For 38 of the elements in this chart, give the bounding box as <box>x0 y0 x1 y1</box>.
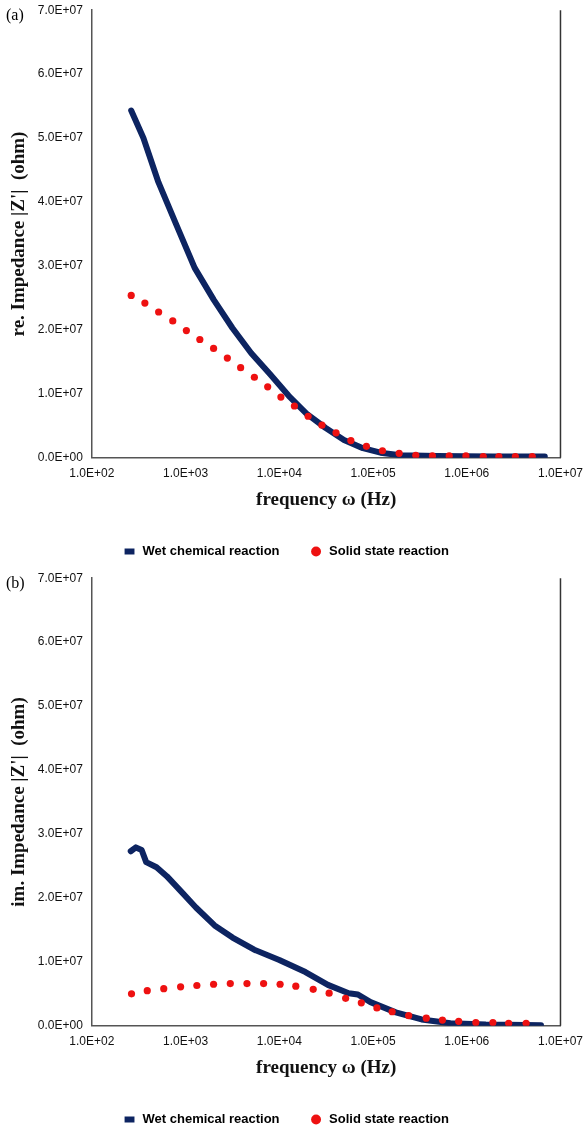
legend-label: Solid state reaction <box>329 1111 450 1127</box>
x-axis-title: frequency ω (Hz) <box>256 487 397 510</box>
x-tick-label: 1.0E+05 <box>350 466 396 481</box>
y-tick-label: 0.0E+00 <box>37 1018 84 1033</box>
y-axis-title: re. Impedance |Z'| (ohm) <box>7 131 30 337</box>
legend-label: Wet chemical reaction <box>142 543 280 559</box>
x-tick-label: 1.0E+03 <box>163 466 209 481</box>
y-tick-label: 5.0E+07 <box>37 130 84 145</box>
y-tick-label: 3.0E+07 <box>37 826 84 841</box>
x-tick-label: 1.0E+05 <box>350 1034 396 1049</box>
y-tick-label: 3.0E+07 <box>37 258 84 273</box>
y-tick-label: 0.0E+00 <box>37 450 84 465</box>
x-tick-label: 1.0E+02 <box>69 1034 115 1049</box>
y-tick-label: 1.0E+07 <box>37 386 84 401</box>
x-tick-label: 1.0E+04 <box>256 466 303 481</box>
y-tick-label: 7.0E+07 <box>37 2 84 17</box>
text: (a) <box>6 6 24 24</box>
legend-label: Wet chemical reaction <box>142 1111 280 1127</box>
y-tick-label: 2.0E+07 <box>37 890 84 905</box>
y-tick-label: 2.0E+07 <box>37 322 84 337</box>
y-tick-label: 5.0E+07 <box>37 698 84 713</box>
x-tick-label: 1.0E+03 <box>163 1034 209 1049</box>
legend-label: Solid state reaction <box>329 543 450 559</box>
x-tick-label: 1.0E+07 <box>537 1034 584 1049</box>
y-tick-label: 7.0E+07 <box>37 570 84 585</box>
x-tick-label: 1.0E+02 <box>69 466 115 481</box>
y-axis-title: im. Impedance |Z'| (ohm) <box>7 697 30 907</box>
x-tick-label: 1.0E+07 <box>537 466 584 481</box>
y-tick-label: 4.0E+07 <box>37 194 84 209</box>
y-tick-label: 6.0E+07 <box>37 66 84 81</box>
y-tick-label: 6.0E+07 <box>37 634 84 649</box>
y-tick-label: 1.0E+07 <box>37 954 84 969</box>
x-axis-title: frequency ω (Hz) <box>256 1055 397 1078</box>
y-tick-label: 4.0E+07 <box>37 762 84 777</box>
x-tick-label: 1.0E+06 <box>444 466 490 481</box>
text: (b) <box>6 574 25 592</box>
x-tick-label: 1.0E+04 <box>256 1034 303 1049</box>
x-tick-label: 1.0E+06 <box>444 1034 490 1049</box>
